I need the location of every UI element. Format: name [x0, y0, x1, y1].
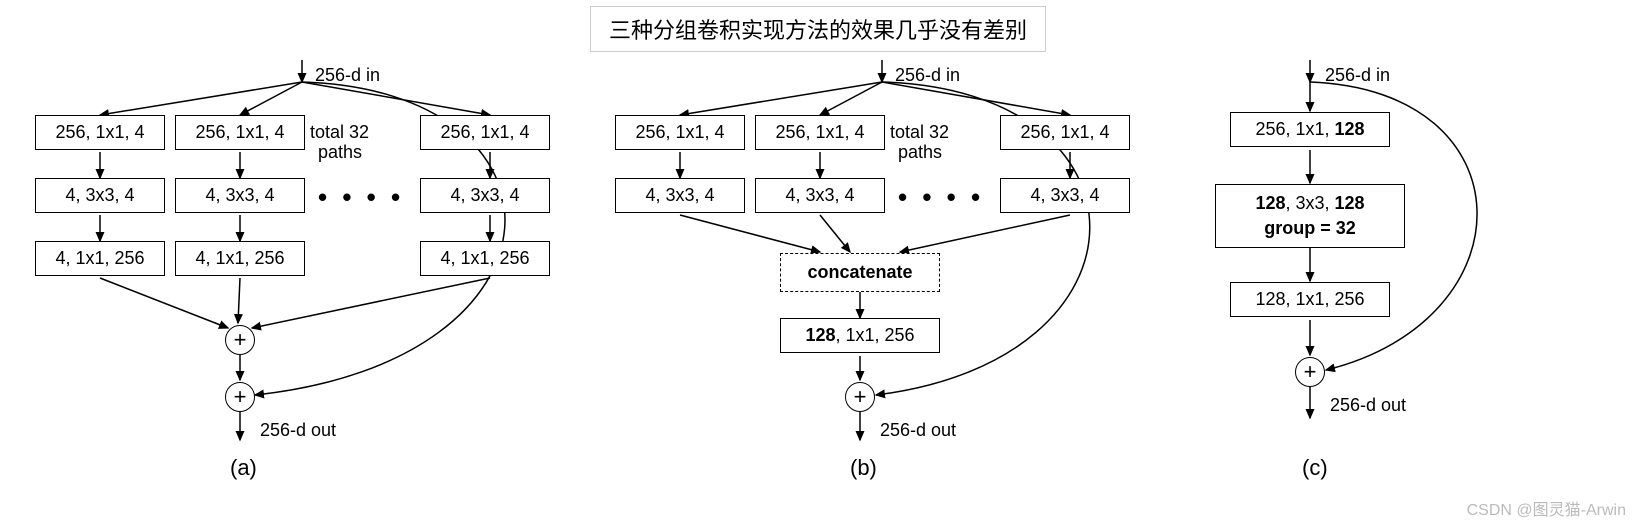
b-c2-r1: 256, 1x1, 4 — [755, 115, 885, 150]
b-paths-1: total 32 — [890, 122, 949, 143]
b-paths-2: paths — [898, 142, 942, 163]
c-r1: 256, 1x1, 128 — [1230, 112, 1390, 147]
panel-a: 256-d in 256, 1x1, 4 4, 3x3, 4 4, 1x1, 2… — [20, 60, 580, 520]
a-sublabel: (a) — [230, 455, 257, 481]
a-c2-r3: 4, 1x1, 256 — [175, 241, 305, 276]
b-c1-r2: 4, 3x3, 4 — [615, 178, 745, 213]
a-plus-2: + — [225, 382, 255, 412]
c-r3: 128, 1x1, 256 — [1230, 282, 1390, 317]
c-r1-text: 256, 1x1, 128 — [1255, 119, 1364, 139]
b-dots: • • • • — [898, 182, 984, 213]
panel-c: 256-d in 256, 1x1, 128 128, 3x3, 128grou… — [1190, 60, 1620, 520]
b-sublabel: (b) — [850, 455, 877, 481]
c-sublabel: (c) — [1302, 455, 1328, 481]
c-r2-text: 128, 3x3, 128group = 32 — [1255, 193, 1364, 238]
panel-b: 256-d in 256, 1x1, 4 4, 3x3, 4 256, 1x1,… — [600, 60, 1160, 520]
a-c1-r1: 256, 1x1, 4 — [35, 115, 165, 150]
a-out-label: 256-d out — [260, 420, 336, 441]
b-out-label: 256-d out — [880, 420, 956, 441]
a-plus-1: + — [225, 325, 255, 355]
c-r2: 128, 3x3, 128group = 32 — [1215, 184, 1405, 248]
a-dots: • • • • — [318, 182, 404, 213]
a-in-label: 256-d in — [315, 65, 380, 86]
b-plus: + — [845, 382, 875, 412]
b-c3-r1: 256, 1x1, 4 — [1000, 115, 1130, 150]
b-out-conv-text: 128, 1x1, 256 — [805, 325, 914, 345]
c-plus: + — [1295, 357, 1325, 387]
a-c3-r2: 4, 3x3, 4 — [420, 178, 550, 213]
a-paths-2: paths — [318, 142, 362, 163]
watermark: CSDN @图灵猫-Arwin — [1467, 496, 1626, 520]
title-caption: 三种分组卷积实现方法的效果几乎没有差别 — [590, 6, 1046, 52]
b-concat: concatenate — [780, 253, 940, 292]
b-c2-r2: 4, 3x3, 4 — [755, 178, 885, 213]
a-paths-1: total 32 — [310, 122, 369, 143]
a-c3-r3: 4, 1x1, 256 — [420, 241, 550, 276]
c-out-label: 256-d out — [1330, 395, 1406, 416]
b-c1-r1: 256, 1x1, 4 — [615, 115, 745, 150]
b-c3-r2: 4, 3x3, 4 — [1000, 178, 1130, 213]
a-c3-r1: 256, 1x1, 4 — [420, 115, 550, 150]
a-c2-r2: 4, 3x3, 4 — [175, 178, 305, 213]
a-c1-r3: 4, 1x1, 256 — [35, 241, 165, 276]
a-c2-r1: 256, 1x1, 4 — [175, 115, 305, 150]
a-c1-r2: 4, 3x3, 4 — [35, 178, 165, 213]
c-in-label: 256-d in — [1325, 65, 1390, 86]
b-out-conv: 128, 1x1, 256 — [780, 318, 940, 353]
b-in-label: 256-d in — [895, 65, 960, 86]
